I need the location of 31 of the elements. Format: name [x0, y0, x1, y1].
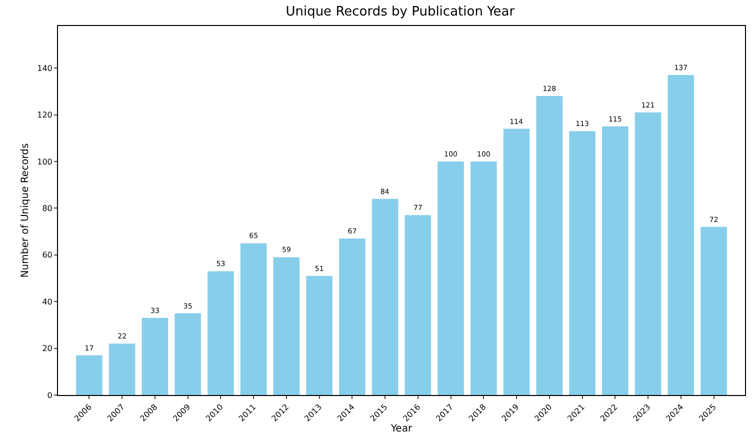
y-tick-label: 120	[37, 110, 52, 120]
y-tick-label: 20	[42, 344, 52, 354]
bar	[372, 198, 398, 395]
bar	[108, 344, 136, 395]
y-tick-label: 80	[42, 204, 52, 213]
bar	[339, 238, 366, 395]
bar	[306, 276, 332, 395]
y-tick-label: 140	[37, 64, 52, 73]
y-tick-label: 0	[47, 390, 52, 400]
x-axis-title: Year	[390, 424, 413, 435]
bar	[470, 161, 497, 395]
chart-title: Unique Records by Publication Year	[286, 4, 516, 20]
bar	[503, 128, 530, 395]
y-axis-title: Number of Unique Records	[20, 143, 32, 278]
bar	[569, 131, 596, 395]
bar	[404, 215, 432, 395]
y-tick-label: 40	[42, 297, 52, 306]
y-tick-label: 60	[42, 250, 52, 260]
bar	[634, 112, 662, 395]
bar	[174, 313, 201, 395]
y-tick-label: 100	[37, 157, 52, 166]
bar	[142, 318, 168, 395]
bar	[438, 161, 464, 395]
bar	[240, 243, 267, 395]
bar	[76, 355, 102, 395]
bar	[208, 271, 234, 395]
bar	[273, 257, 300, 395]
bar	[536, 96, 563, 395]
bar	[602, 126, 628, 395]
bar	[668, 75, 694, 395]
bar	[700, 226, 727, 395]
